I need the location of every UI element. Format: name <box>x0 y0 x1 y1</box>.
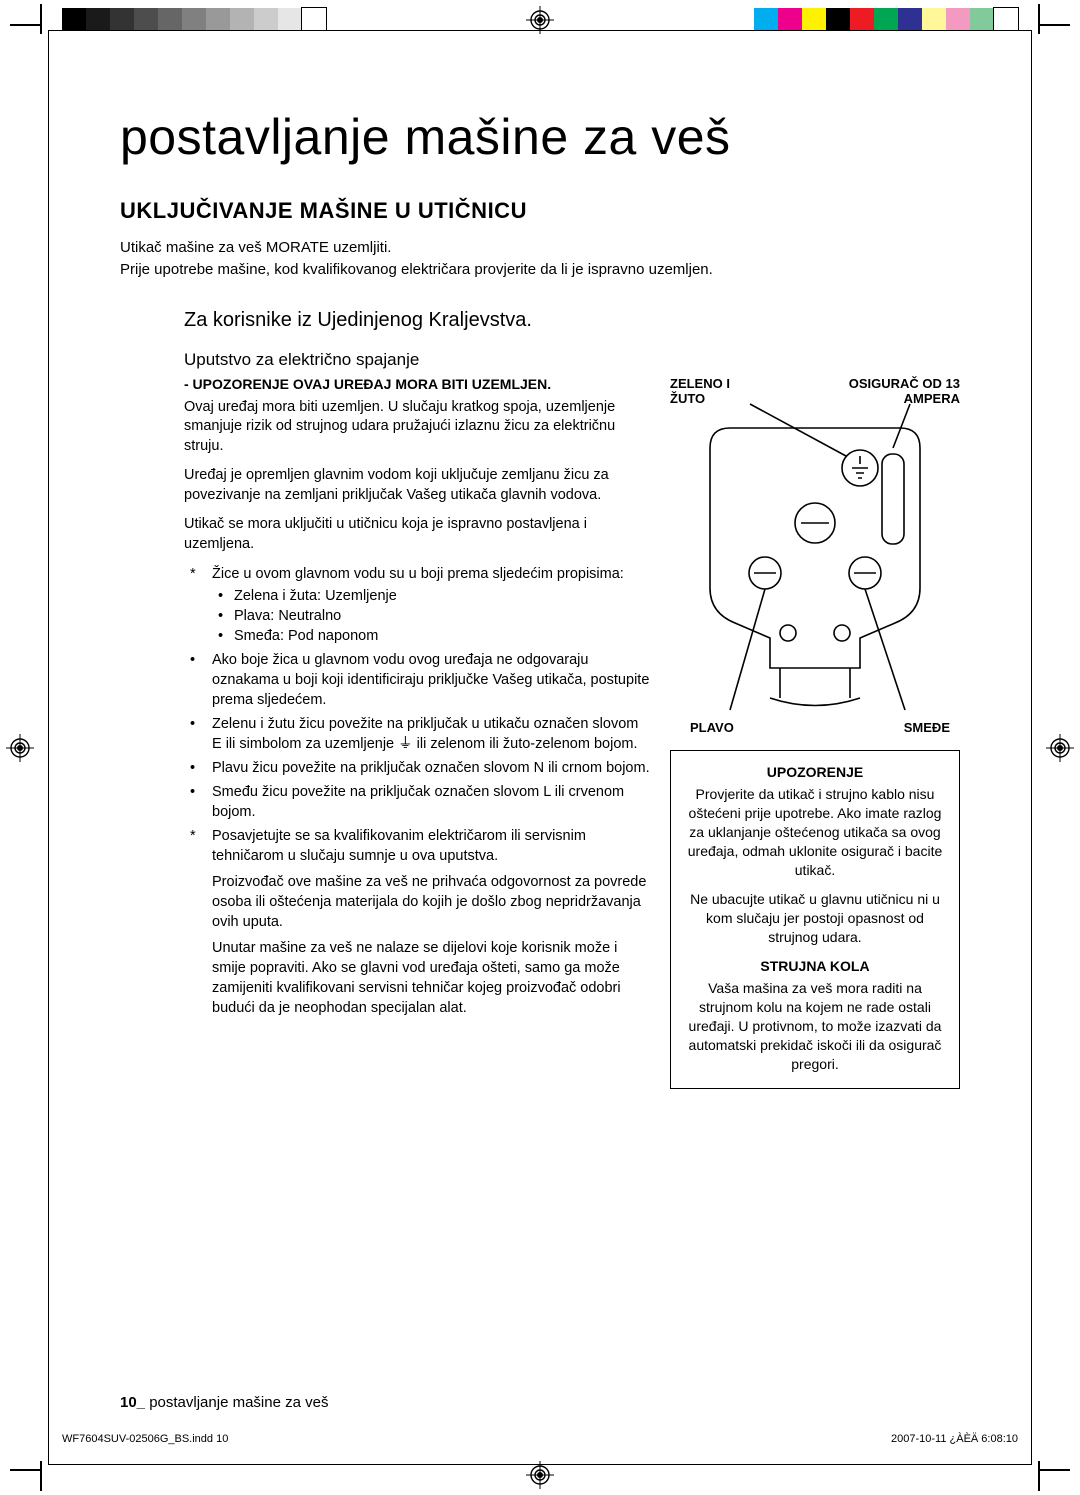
swatch <box>994 8 1018 30</box>
list-item: Zelenu i žutu žicu povežite na priključa… <box>184 714 650 754</box>
swatch <box>230 8 254 30</box>
registration-mark-icon <box>526 6 554 34</box>
box-heading: STRUJNA KOLA <box>681 957 949 976</box>
footline-left: WF7604SUV-02506G_BS.indd 10 <box>62 1433 228 1445</box>
crop-mark <box>40 4 42 34</box>
registration-mark-icon <box>6 734 34 762</box>
box-paragraph: Provjerite da utikač i strujno kablo nis… <box>681 785 949 879</box>
warning-line: - UPOZORENJE OVAJ UREĐAJ MORA BITI UZEML… <box>184 376 650 392</box>
section-title: UKLJUČIVANJE MAŠINE U UTIČNICU <box>120 198 960 224</box>
registration-mark-icon <box>1046 734 1074 762</box>
lead-text: Prije upotrebe mašine, kod kvalifikovano… <box>120 260 960 280</box>
sub-list-item: Plava: Neutralno <box>212 606 650 626</box>
lead-text: Utikač mašine za veš MORATE uzemljiti. <box>120 238 960 258</box>
page-content: postavljanje mašine za veš UKLJUČIVANJE … <box>120 108 960 1425</box>
list-item-text: Smeđu žicu povežite na priključak označe… <box>212 782 650 822</box>
footline-right: 2007-10-11 ¿ÀÈÄ 6:08:10 <box>891 1433 1018 1445</box>
crop-mark <box>1040 1469 1070 1471</box>
crop-mark <box>40 1461 42 1491</box>
list-item-text: Posavjetujte se sa kvalifikovanim elektr… <box>212 826 650 866</box>
plug-diagram: ZELENO I ŽUTO OSIGURAČ OD 13 AMPERA <box>670 376 960 736</box>
swatch <box>110 8 134 30</box>
main-title: postavljanje mašine za veš <box>120 108 960 166</box>
crop-mark <box>1038 1461 1040 1491</box>
swatch <box>254 8 278 30</box>
list-item-text: Zelenu i žutu žicu povežite na priključa… <box>212 714 650 754</box>
list-item: Posavjetujte se sa kvalifikovanim elektr… <box>184 826 650 1018</box>
body-paragraph: Utikač se mora uključiti u utičnicu koja… <box>184 515 650 554</box>
swatch <box>158 8 182 30</box>
list-item: Ako boje žica u glavnom vodu ovog uređaj… <box>184 650 650 710</box>
print-footline: WF7604SUV-02506G_BS.indd 10 2007-10-11 ¿… <box>62 1433 1018 1445</box>
box-heading: UPOZORENJE <box>681 763 949 782</box>
uk-block: Za korisnike iz Ujedinjenog Kraljevstva.… <box>184 309 960 1089</box>
body-paragraph: Ovaj uređaj mora biti uzemljen. U slučaj… <box>184 398 650 457</box>
sub-list-item: Zelena i žuta: Uzemljenje <box>212 586 650 606</box>
crop-mark <box>10 1469 40 1471</box>
box-paragraph: Vaša mašina za veš mora raditi na strujn… <box>681 979 949 1073</box>
sub-list-item: Smeđa: Pod naponom <box>212 626 650 646</box>
list-item-text: Žice u ovom glavnom vodu su u boji prema… <box>212 564 650 584</box>
swatch <box>182 8 206 30</box>
left-column: - UPOZORENJE OVAJ UREĐAJ MORA BITI UZEML… <box>184 376 650 1089</box>
swatch <box>302 8 326 30</box>
swatch <box>850 8 874 30</box>
diagram-label-brown: SMEĐE <box>904 720 950 736</box>
list-item: Plavu žicu povežite na priključak označe… <box>184 758 650 778</box>
swatch <box>874 8 898 30</box>
list-item-text: Unutar mašine za veš ne nalaze se dijelo… <box>212 938 650 1018</box>
grayscale-bar <box>62 8 326 30</box>
swatch <box>778 8 802 30</box>
wiring-title: Uputstvo za električno spajanje <box>184 350 960 370</box>
trim-line <box>48 30 49 1465</box>
uk-title: Za korisnike iz Ujedinjenog Kraljevstva. <box>184 309 960 332</box>
color-bar <box>754 8 1018 30</box>
swatch <box>754 8 778 30</box>
right-column: ZELENO I ŽUTO OSIGURAČ OD 13 AMPERA <box>670 376 960 1089</box>
swatch <box>206 8 230 30</box>
crop-mark <box>1040 24 1070 26</box>
crop-mark <box>10 24 40 26</box>
swatch <box>826 8 850 30</box>
page-footer: 10_ postavljanje mašine za veš <box>120 1394 328 1411</box>
swatch <box>86 8 110 30</box>
diagram-label-blue: PLAVO <box>690 720 734 736</box>
swatch <box>946 8 970 30</box>
box-paragraph: Ne ubacujte utikač u glavnu utičnicu ni … <box>681 890 949 947</box>
swatch <box>802 8 826 30</box>
crop-mark <box>1038 4 1040 34</box>
swatch <box>278 8 302 30</box>
page-number: 10_ <box>120 1394 145 1411</box>
swatch <box>922 8 946 30</box>
sub-list: Zelena i žuta: UzemljenjePlava: Neutraln… <box>212 586 650 646</box>
swatch <box>970 8 994 30</box>
registration-mark-icon <box>526 1461 554 1489</box>
list-item: Smeđu žicu povežite na priključak označe… <box>184 782 650 822</box>
swatch <box>134 8 158 30</box>
list-item-text: Ako boje žica u glavnom vodu ovog uređaj… <box>212 650 650 710</box>
trim-line <box>1031 30 1032 1465</box>
footer-text: postavljanje mašine za veš <box>145 1394 328 1411</box>
list-item: Žice u ovom glavnom vodu su u boji prema… <box>184 564 650 646</box>
bullet-list: Žice u ovom glavnom vodu su u boji prema… <box>184 564 650 1018</box>
swatch <box>898 8 922 30</box>
list-item-text: Proizvođač ove mašine za veš ne prihvaća… <box>212 872 650 932</box>
body-paragraph: Uređaj je opremljen glavnim vodom koji u… <box>184 466 650 505</box>
list-item-text: Plavu žicu povežite na priključak označe… <box>212 758 650 778</box>
warning-box: UPOZORENJE Provjerite da utikač i strujn… <box>670 750 960 1089</box>
swatch <box>62 8 86 30</box>
